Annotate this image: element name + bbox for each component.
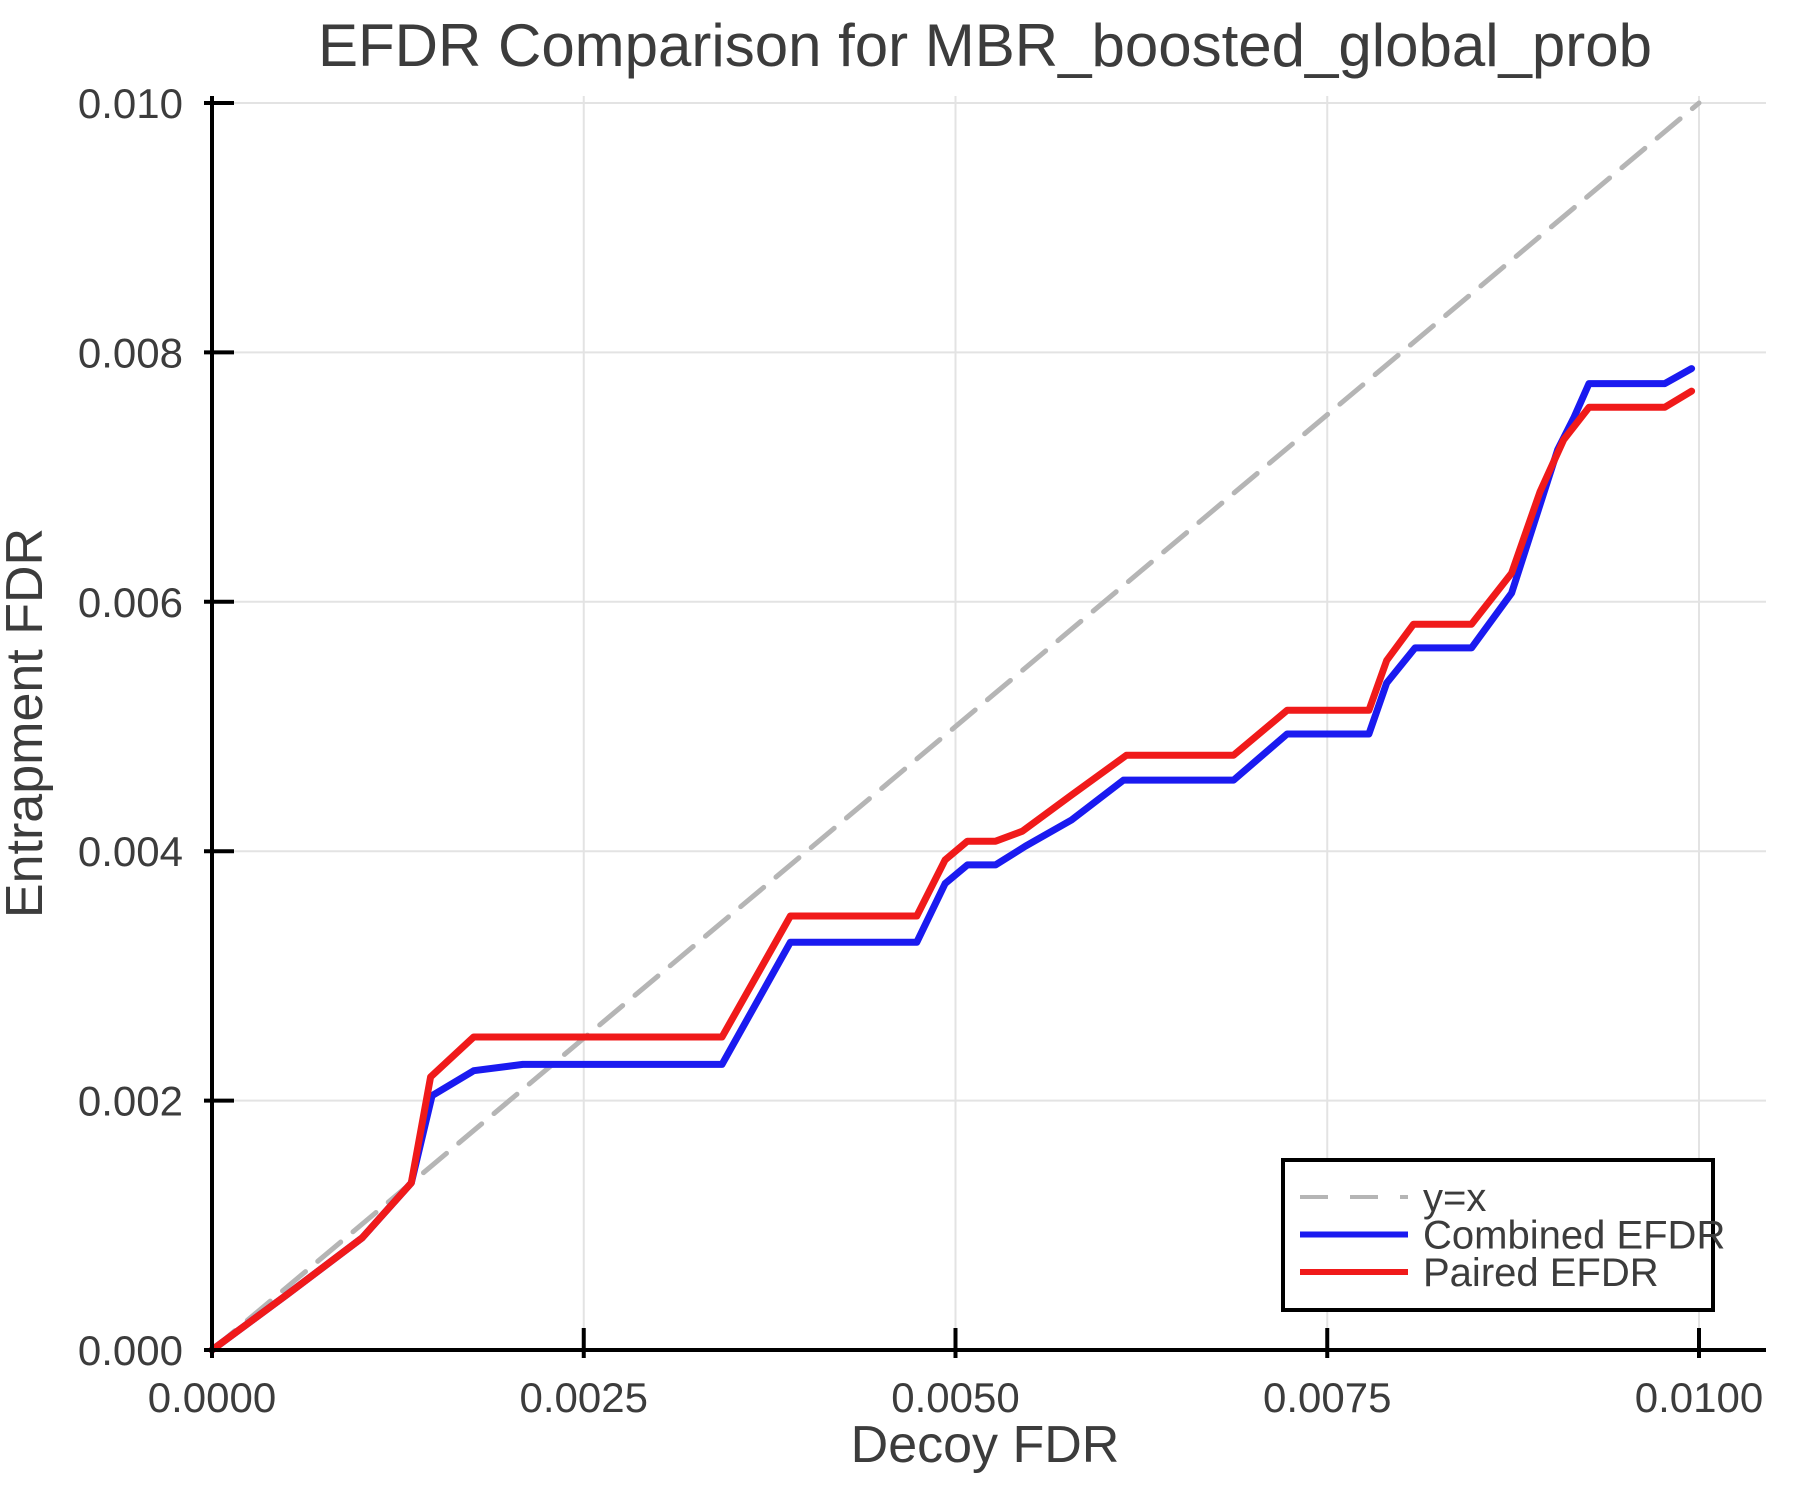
- series-line-combined-efdr: [208, 365, 1696, 1354]
- series-line-paired-efdr: [208, 387, 1696, 1354]
- y-tick-label: 0.002: [78, 1078, 183, 1125]
- series-layer: [208, 100, 1702, 1354]
- y-tick-label: 0.000: [78, 1327, 183, 1374]
- y-tick-label: 0.006: [78, 579, 183, 626]
- x-tick-label: 0.0075: [1263, 1374, 1391, 1421]
- axis-layer: 0.0000 0.0025 0.0050 0.0075 0.0100 0.000 0.002…: [78, 80, 1766, 1421]
- x-tick-label: 0.0000: [148, 1374, 276, 1421]
- series-line-y-x: [209, 100, 1702, 1353]
- y-tick-label: 0.008: [78, 329, 183, 376]
- x-tick-label: 0.0100: [1635, 1374, 1763, 1421]
- y-tick-label: 0.010: [78, 80, 183, 127]
- legend-label-paired-efdr: Paired EFDR: [1423, 1251, 1659, 1295]
- y-tick-label: 0.004: [78, 828, 183, 875]
- legend-label-combined-efdr: Combined EFDR: [1423, 1214, 1725, 1258]
- y-axis-label: Entrapment FDR: [0, 528, 54, 918]
- x-axis-label: Decoy FDR: [851, 1416, 1120, 1474]
- x-tick-label: 0.0025: [520, 1374, 648, 1421]
- x-tick-label: 0.0050: [891, 1374, 1019, 1421]
- legend-label-y-x: y=x: [1423, 1176, 1486, 1220]
- grid-layer: [212, 96, 1766, 1350]
- chart-title: EFDR Comparison for MBR_boosted_global_p…: [318, 12, 1652, 79]
